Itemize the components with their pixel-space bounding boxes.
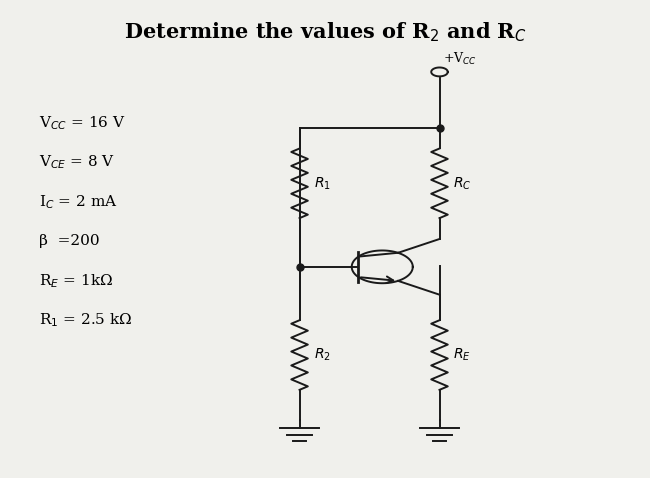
Text: β  =200: β =200	[39, 234, 99, 248]
Text: $R_E$: $R_E$	[454, 347, 471, 363]
Text: +V$_{CC}$: +V$_{CC}$	[443, 51, 476, 67]
Text: V$_{CC}$ = 16 V: V$_{CC}$ = 16 V	[39, 114, 125, 132]
Text: $R_1$: $R_1$	[313, 175, 330, 192]
Text: Determine the values of R$_2$ and R$_C$: Determine the values of R$_2$ and R$_C$	[124, 21, 526, 44]
Text: $R_2$: $R_2$	[313, 347, 330, 363]
Text: V$_{CE}$ = 8 V: V$_{CE}$ = 8 V	[39, 153, 115, 171]
Text: R$_E$ = 1kΩ: R$_E$ = 1kΩ	[39, 272, 112, 290]
Text: I$_C$ = 2 mA: I$_C$ = 2 mA	[39, 193, 118, 211]
Text: $R_C$: $R_C$	[454, 175, 472, 192]
Text: R$_1$ = 2.5 kΩ: R$_1$ = 2.5 kΩ	[39, 311, 132, 329]
